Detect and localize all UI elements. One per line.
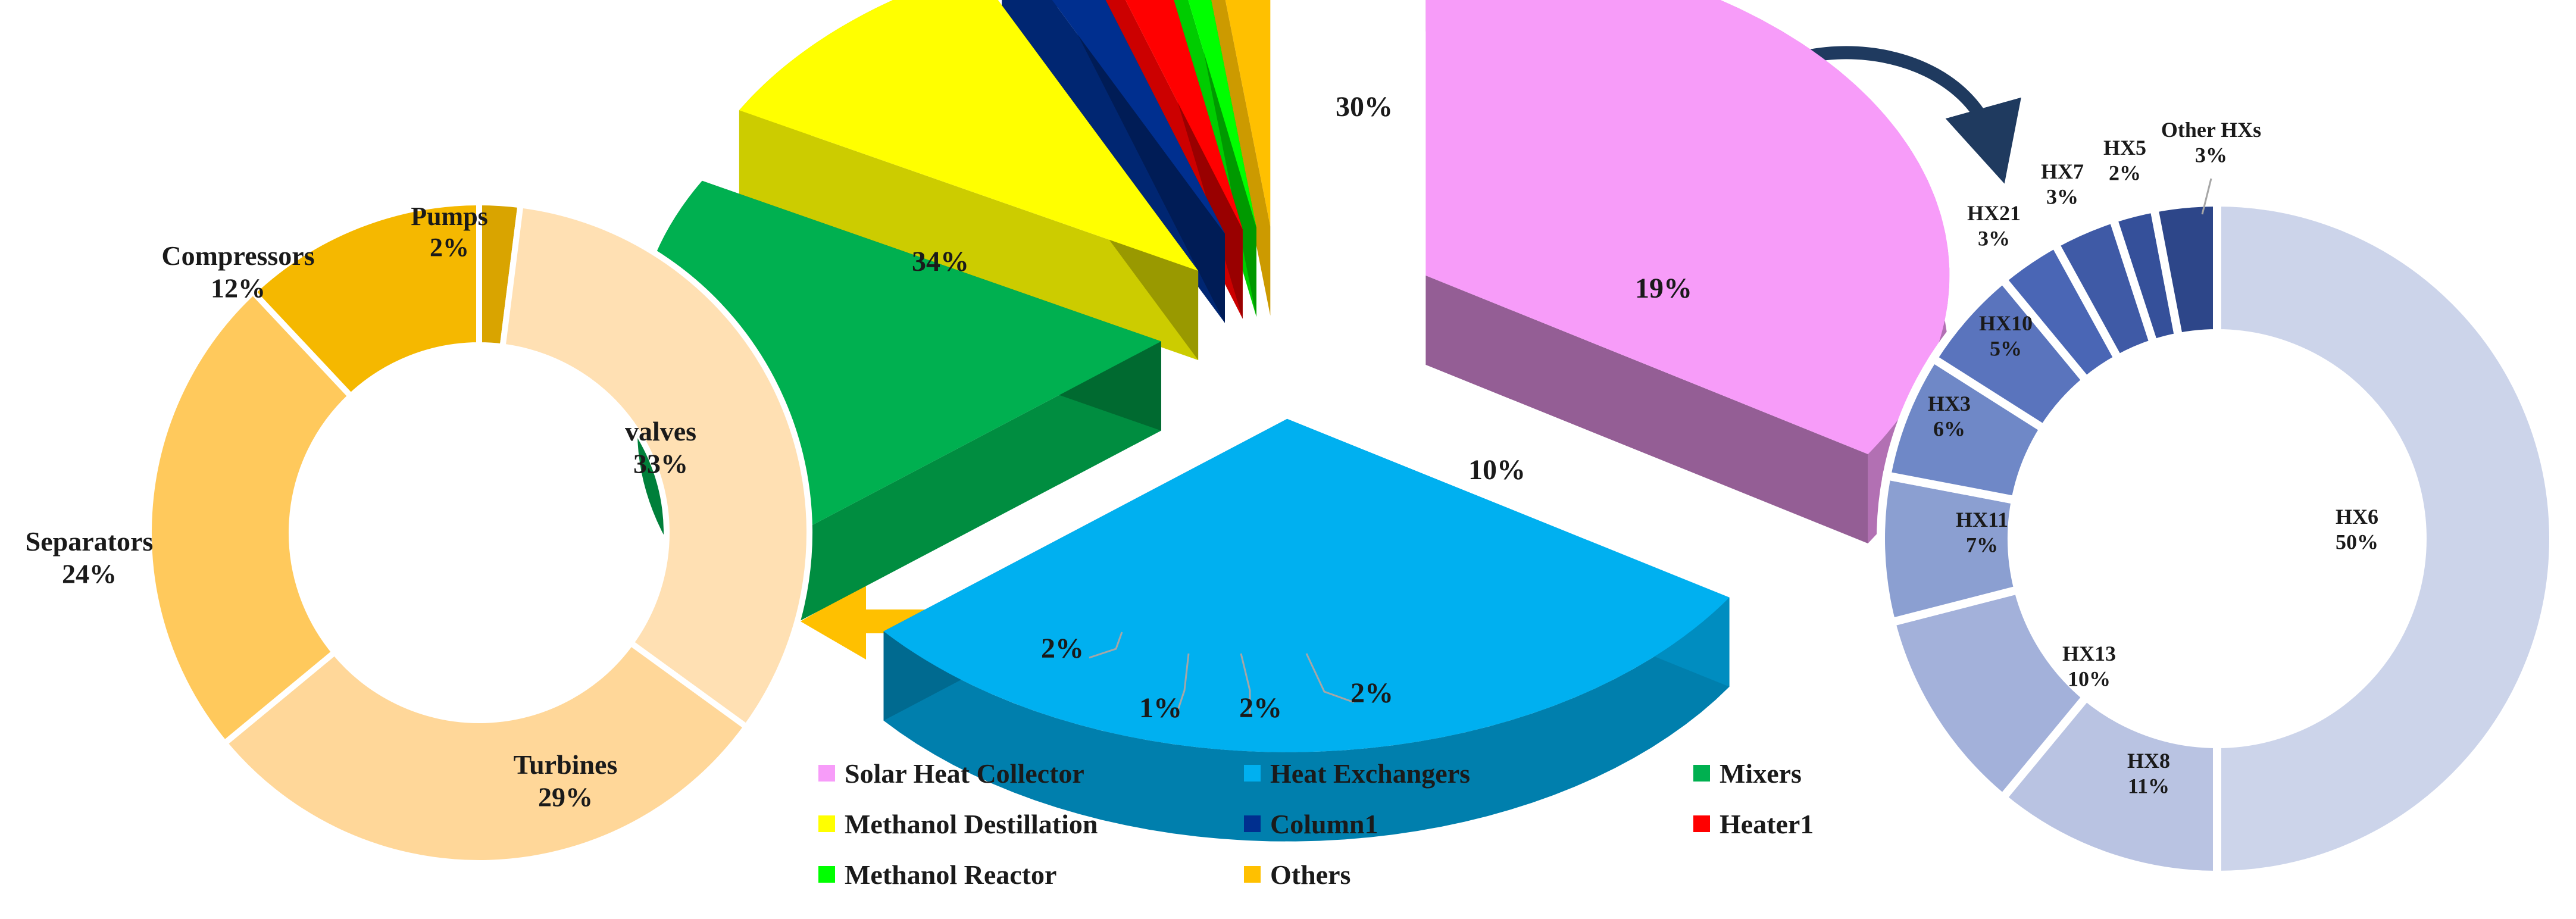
legend-swatch — [818, 765, 835, 782]
donut-value-hx11: 7% — [1966, 533, 1998, 557]
pie-slice-heat-exchangers — [883, 418, 1730, 842]
pie-slice-wall — [883, 597, 1730, 842]
legend-label: Heat Exchangers — [1270, 758, 1470, 789]
donut-value-turbines: 29% — [538, 782, 593, 812]
donut-category-pumps: Pumps — [411, 202, 488, 231]
legend-label: Solar Heat Collector — [845, 758, 1084, 789]
legend-swatch — [1693, 765, 1710, 782]
donut-segment-compressors — [249, 199, 482, 401]
pie-label-methanol-destillation: 10% — [1468, 454, 1525, 486]
legend-item-heat-exchangers: Heat Exchangers — [1244, 758, 1470, 789]
pie-label-mixers: 19% — [1635, 273, 1692, 304]
legend-label: Mixers — [1720, 758, 1802, 789]
main-pie-chart: 34% 30% 19% 10% 2% 2% 1% 2% — [637, 0, 1950, 842]
donut-value-separators: 24% — [62, 558, 117, 589]
donut-value-hx13: 10% — [2068, 667, 2111, 690]
legend-label: Column1 — [1270, 809, 1378, 839]
donut-value-valves: 33% — [633, 448, 688, 479]
legend-swatch — [1244, 765, 1261, 782]
pie-slice-top — [1052, 0, 1225, 234]
pie-slice-side — [1425, 275, 1868, 543]
donut-category-compressors: Compressors — [161, 240, 314, 271]
pie-slice-side — [1193, 0, 1256, 317]
donut-segment-hx6 — [2213, 198, 2558, 880]
legend-swatch — [1244, 815, 1261, 832]
donut-value-pumps: 2% — [430, 233, 469, 262]
donut-value-hx7: 3% — [2046, 185, 2078, 208]
legend-label: Others — [1270, 859, 1350, 890]
legend-swatch — [1244, 866, 1261, 883]
pie-slice-side — [1063, 0, 1225, 323]
pie-slice-top — [739, 0, 1199, 271]
pie-slice-top — [883, 418, 1730, 752]
leader-line — [1174, 653, 1190, 718]
donut-category-hx13: HX13 — [2062, 642, 2116, 665]
donut-value-hx21: 3% — [1978, 226, 2010, 250]
donut-category-hx10: HX10 — [1979, 311, 2033, 335]
leader-line — [1240, 653, 1251, 717]
legend-swatch — [818, 866, 835, 883]
legend-swatch — [1693, 815, 1710, 832]
leader-line — [1305, 653, 1355, 704]
donut-value-compressors: 12% — [211, 273, 265, 303]
donut-category-hx7: HX7 — [2041, 160, 2084, 183]
donut-segment-other-hxs — [2149, 198, 2221, 342]
pie-label-column1: 2% — [1350, 677, 1393, 709]
legend-label: Methanol Reactor — [845, 859, 1056, 890]
donut-category-hx11: HX11 — [1956, 508, 2008, 532]
pie-label-methanol-reactor: 1% — [1139, 692, 1182, 724]
chart-legend: Solar Heat Collector Heat Exchangers Mixer… — [818, 758, 1814, 890]
pie-slice-top — [1425, 0, 1950, 454]
legend-item-others: Others — [1244, 859, 1350, 890]
donut-value-hx10: 5% — [1990, 336, 2022, 360]
legend-item-solar-heat-collector: Solar Heat Collector — [818, 758, 1084, 789]
pie-label-heater1: 2% — [1239, 692, 1282, 724]
pie-label-solar-heat-collector: 34% — [912, 246, 969, 277]
donut-category-hx21: HX21 — [1967, 201, 2021, 225]
pie-slice-top — [1125, 0, 1243, 230]
donut-category-hx5: HX5 — [2103, 136, 2146, 160]
legend-label: Methanol Destillation — [845, 809, 1098, 839]
pie-slice-methanol-destillation — [739, 0, 1199, 361]
leader-line — [2201, 178, 2212, 215]
legend-item-heater1: Heater1 — [1693, 809, 1814, 839]
legend-item-column1: Column1 — [1244, 809, 1378, 839]
pie-slice-solar-heat-collector — [1425, 0, 1950, 543]
donut-category-separators: Separators — [26, 526, 154, 557]
legend-label: Heater1 — [1720, 809, 1814, 839]
donut-value-hx3: 6% — [1933, 417, 1965, 440]
pie-label-others: 2% — [1041, 633, 1084, 664]
pie-slice-top — [1225, 0, 1271, 227]
donut-category-hx3: HX3 — [1928, 392, 1971, 415]
donut-segment-valves — [499, 201, 812, 732]
legend-swatch — [818, 815, 835, 832]
donut-value-hx5: 2% — [2109, 161, 2141, 185]
donut-segment-turbines — [220, 639, 751, 866]
donut-category-hx8: HX8 — [2127, 749, 2170, 773]
legend-item-methanol-destillation: Methanol Destillation — [818, 809, 1098, 839]
donut-category-turbines: Turbines — [514, 749, 618, 780]
donut-category-valves: valves — [625, 416, 696, 446]
donut-value-other-hxs: 3% — [2195, 143, 2227, 167]
leader-line — [1089, 632, 1123, 659]
donut-category-hx6: HX6 — [2336, 505, 2378, 529]
legend-item-mixers: Mixers — [1693, 758, 1802, 789]
donut-value-hx8: 11% — [2128, 774, 2169, 798]
donut-category-other-hxs: Other HXs — [2161, 118, 2261, 142]
legend-item-methanol-reactor: Methanol Reactor — [818, 859, 1056, 890]
donut-value-hx6: 50% — [2336, 530, 2378, 554]
pie-label-heat-exchangers: 30% — [1336, 91, 1393, 123]
pie-slice-side — [739, 110, 1199, 361]
pie-slice-top — [1188, 0, 1256, 228]
donut-segment-separators — [146, 287, 355, 748]
pie-slice-side — [757, 341, 1161, 643]
